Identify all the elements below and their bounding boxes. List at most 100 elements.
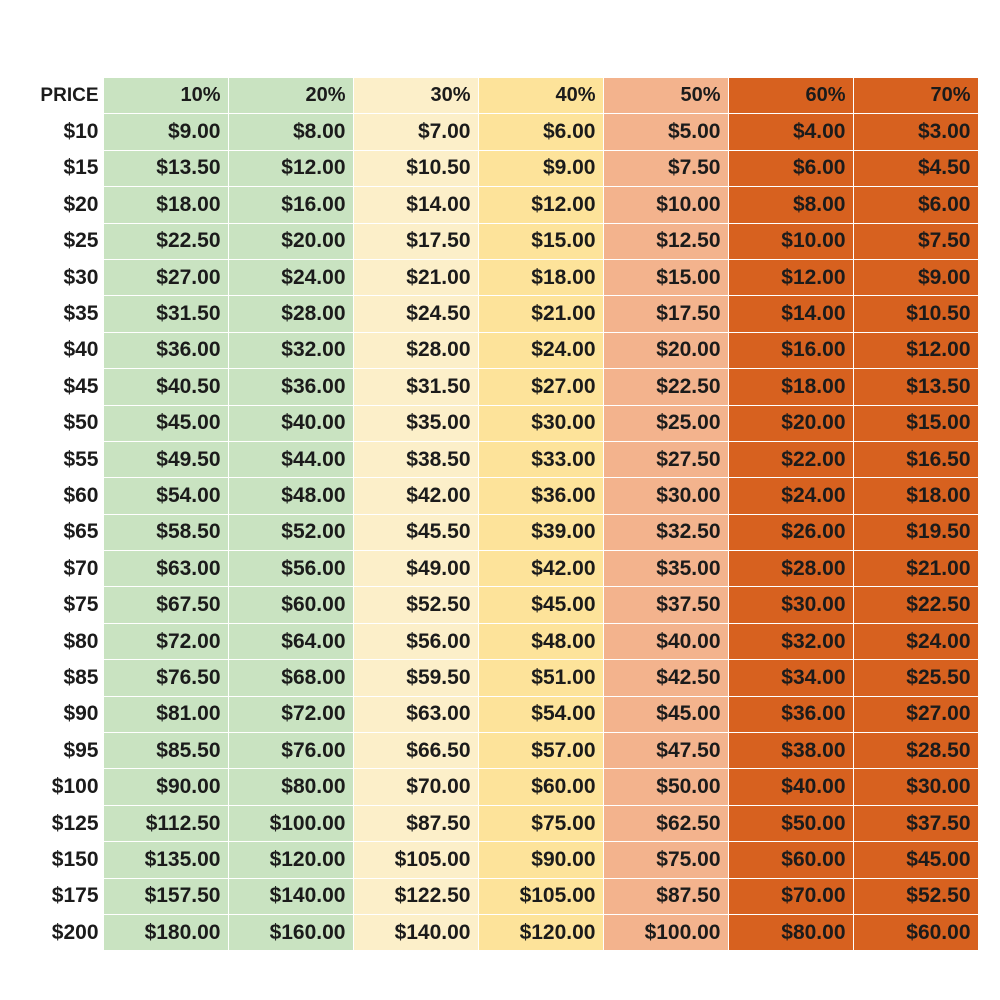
discounted-price-cell: $35.00 [352, 404, 479, 442]
discounted-price-cell: $17.50 [602, 295, 729, 333]
original-price-cell: $10 [30, 113, 103, 151]
discounted-price-cell: $16.00 [227, 186, 354, 224]
discounted-price-cell: $75.00 [602, 841, 729, 879]
discounted-price-cell: $24.50 [352, 295, 479, 333]
discounted-price-cell: $16.50 [852, 440, 979, 479]
discounted-price-cell: $63.00 [102, 550, 229, 588]
discounted-price-cell: $10.00 [602, 186, 729, 224]
discounted-price-cell: $12.00 [727, 258, 854, 297]
table-row: $40 $36.00 $32.00 $28.00 $24.00 $20.00 $16.00 $… [30, 331, 979, 370]
discounted-price-cell: $27.50 [602, 440, 729, 479]
discounted-price-cell: $4.00 [727, 113, 854, 151]
discounted-price-cell: $66.50 [352, 732, 479, 770]
original-price-cell: $85 [30, 659, 103, 697]
discounted-price-cell: $76.50 [102, 659, 229, 697]
discounted-price-cell: $8.00 [227, 113, 354, 151]
discounted-price-cell: $157.50 [102, 877, 229, 915]
discounted-price-cell: $7.00 [352, 113, 479, 151]
discounted-price-cell: $105.00 [477, 877, 604, 915]
table-row: $30 $27.00 $24.00 $21.00 $18.00 $15.00 $12.00 $… [30, 258, 979, 297]
discounted-price-cell: $6.00 [477, 113, 604, 151]
discounted-price-cell: $20.00 [602, 331, 729, 370]
discounted-price-cell: $52.50 [852, 877, 979, 915]
discounted-price-cell: $27.00 [852, 695, 979, 734]
table-row: $60 $54.00 $48.00 $42.00 $36.00 $30.00 $24.00 $… [30, 477, 979, 515]
discounted-price-cell: $7.50 [602, 149, 729, 188]
discounted-price-cell: $9.00 [102, 113, 229, 151]
table-row: $10 $9.00 $8.00 $7.00 $6.00 $5.00 $4.00 $3.00 [30, 113, 979, 151]
original-price-cell: $40 [30, 332, 103, 369]
discounted-price-cell: $10.50 [852, 295, 979, 333]
discounted-price-cell: $9.00 [477, 149, 604, 188]
discount-column-header: 30% [352, 76, 479, 115]
discounted-price-cell: $15.00 [852, 404, 979, 442]
discounted-price-cell: $12.00 [852, 331, 979, 370]
discounted-price-cell: $90.00 [477, 841, 604, 879]
price-column-header: PRICE [30, 77, 103, 114]
discounted-price-cell: $42.00 [352, 477, 479, 515]
discounted-price-cell: $36.00 [477, 477, 604, 515]
discounted-price-cell: $30.00 [602, 477, 729, 515]
table-row: $15 $13.50 $12.00 $10.50 $9.00 $7.50 $6.00 $4.5… [30, 149, 979, 188]
table-row: $35 $31.50 $28.00 $24.50 $21.00 $17.50 $14.00 $… [30, 295, 979, 333]
discounted-price-cell: $28.00 [352, 331, 479, 370]
discounted-price-cell: $49.50 [102, 440, 229, 479]
original-price-cell: $35 [30, 295, 103, 333]
discounted-price-cell: $32.00 [727, 622, 854, 661]
discount-column-header: 50% [602, 76, 729, 115]
discounted-price-cell: $28.00 [727, 550, 854, 588]
table-row: $45 $40.50 $36.00 $31.50 $27.00 $22.50 $18.00 $… [30, 368, 979, 406]
discounted-price-cell: $26.00 [727, 513, 854, 552]
discounted-price-cell: $6.00 [852, 186, 979, 224]
discounted-price-cell: $70.00 [352, 768, 479, 806]
discounted-price-cell: $30.00 [852, 768, 979, 806]
discounted-price-cell: $56.00 [352, 622, 479, 661]
table-row: $75 $67.50 $60.00 $52.50 $45.00 $37.50 $30.00 $… [30, 586, 979, 624]
discounted-price-cell: $57.00 [477, 732, 604, 770]
discounted-price-cell: $16.00 [727, 331, 854, 370]
discounted-price-cell: $36.00 [727, 695, 854, 734]
table-body: $10 $9.00 $8.00 $7.00 $6.00 $5.00 $4.00 $3.00 $1… [30, 113, 979, 952]
discounted-price-cell: $13.50 [102, 149, 229, 188]
discounted-price-cell: $37.50 [852, 804, 979, 843]
discounted-price-cell: $25.50 [852, 659, 979, 697]
discounted-price-cell: $33.00 [477, 440, 604, 479]
discounted-price-cell: $49.00 [352, 550, 479, 588]
table-row: $25 $22.50 $20.00 $17.50 $15.00 $12.50 $10.00 $… [30, 222, 979, 260]
discounted-price-cell: $18.00 [477, 258, 604, 297]
discounted-price-cell: $15.00 [477, 222, 604, 260]
discounted-price-cell: $48.00 [227, 477, 354, 515]
discounted-price-cell: $19.50 [852, 513, 979, 552]
discounted-price-cell: $63.00 [352, 695, 479, 734]
discounted-price-cell: $24.00 [852, 622, 979, 661]
discounted-price-cell: $45.50 [352, 513, 479, 552]
discounted-price-cell: $30.00 [727, 586, 854, 624]
discounted-price-cell: $45.00 [477, 586, 604, 624]
original-price-cell: $50 [30, 405, 103, 442]
discounted-price-cell: $72.00 [102, 622, 229, 661]
original-price-cell: $65 [30, 514, 103, 551]
original-price-cell: $175 [30, 878, 103, 915]
original-price-cell: $60 [30, 477, 103, 515]
discounted-price-cell: $15.00 [602, 258, 729, 297]
discounted-price-cell: $40.00 [727, 768, 854, 806]
discounted-price-cell: $10.00 [727, 222, 854, 260]
discounted-price-cell: $14.00 [352, 186, 479, 224]
discounted-price-cell: $22.50 [102, 222, 229, 260]
discounted-price-cell: $60.00 [477, 768, 604, 806]
discounted-price-cell: $24.00 [477, 331, 604, 370]
discounted-price-cell: $13.50 [852, 368, 979, 406]
discounted-price-cell: $54.00 [477, 695, 604, 734]
discounted-price-cell: $45.00 [602, 695, 729, 734]
original-price-cell: $25 [30, 223, 103, 260]
discounted-price-cell: $72.00 [227, 695, 354, 734]
discounted-price-cell: $22.50 [852, 586, 979, 624]
discounted-price-cell: $160.00 [227, 913, 354, 952]
discounted-price-cell: $90.00 [102, 768, 229, 806]
table-row: $200 $180.00 $160.00 $140.00 $120.00 $100.00 $… [30, 913, 979, 952]
discounted-price-cell: $22.50 [602, 368, 729, 406]
table-row: $55 $49.50 $44.00 $38.50 $33.00 $27.50 $22.00 $… [30, 440, 979, 479]
discounted-price-cell: $12.00 [227, 149, 354, 188]
discounted-price-cell: $28.50 [852, 732, 979, 770]
original-price-cell: $200 [30, 914, 103, 951]
